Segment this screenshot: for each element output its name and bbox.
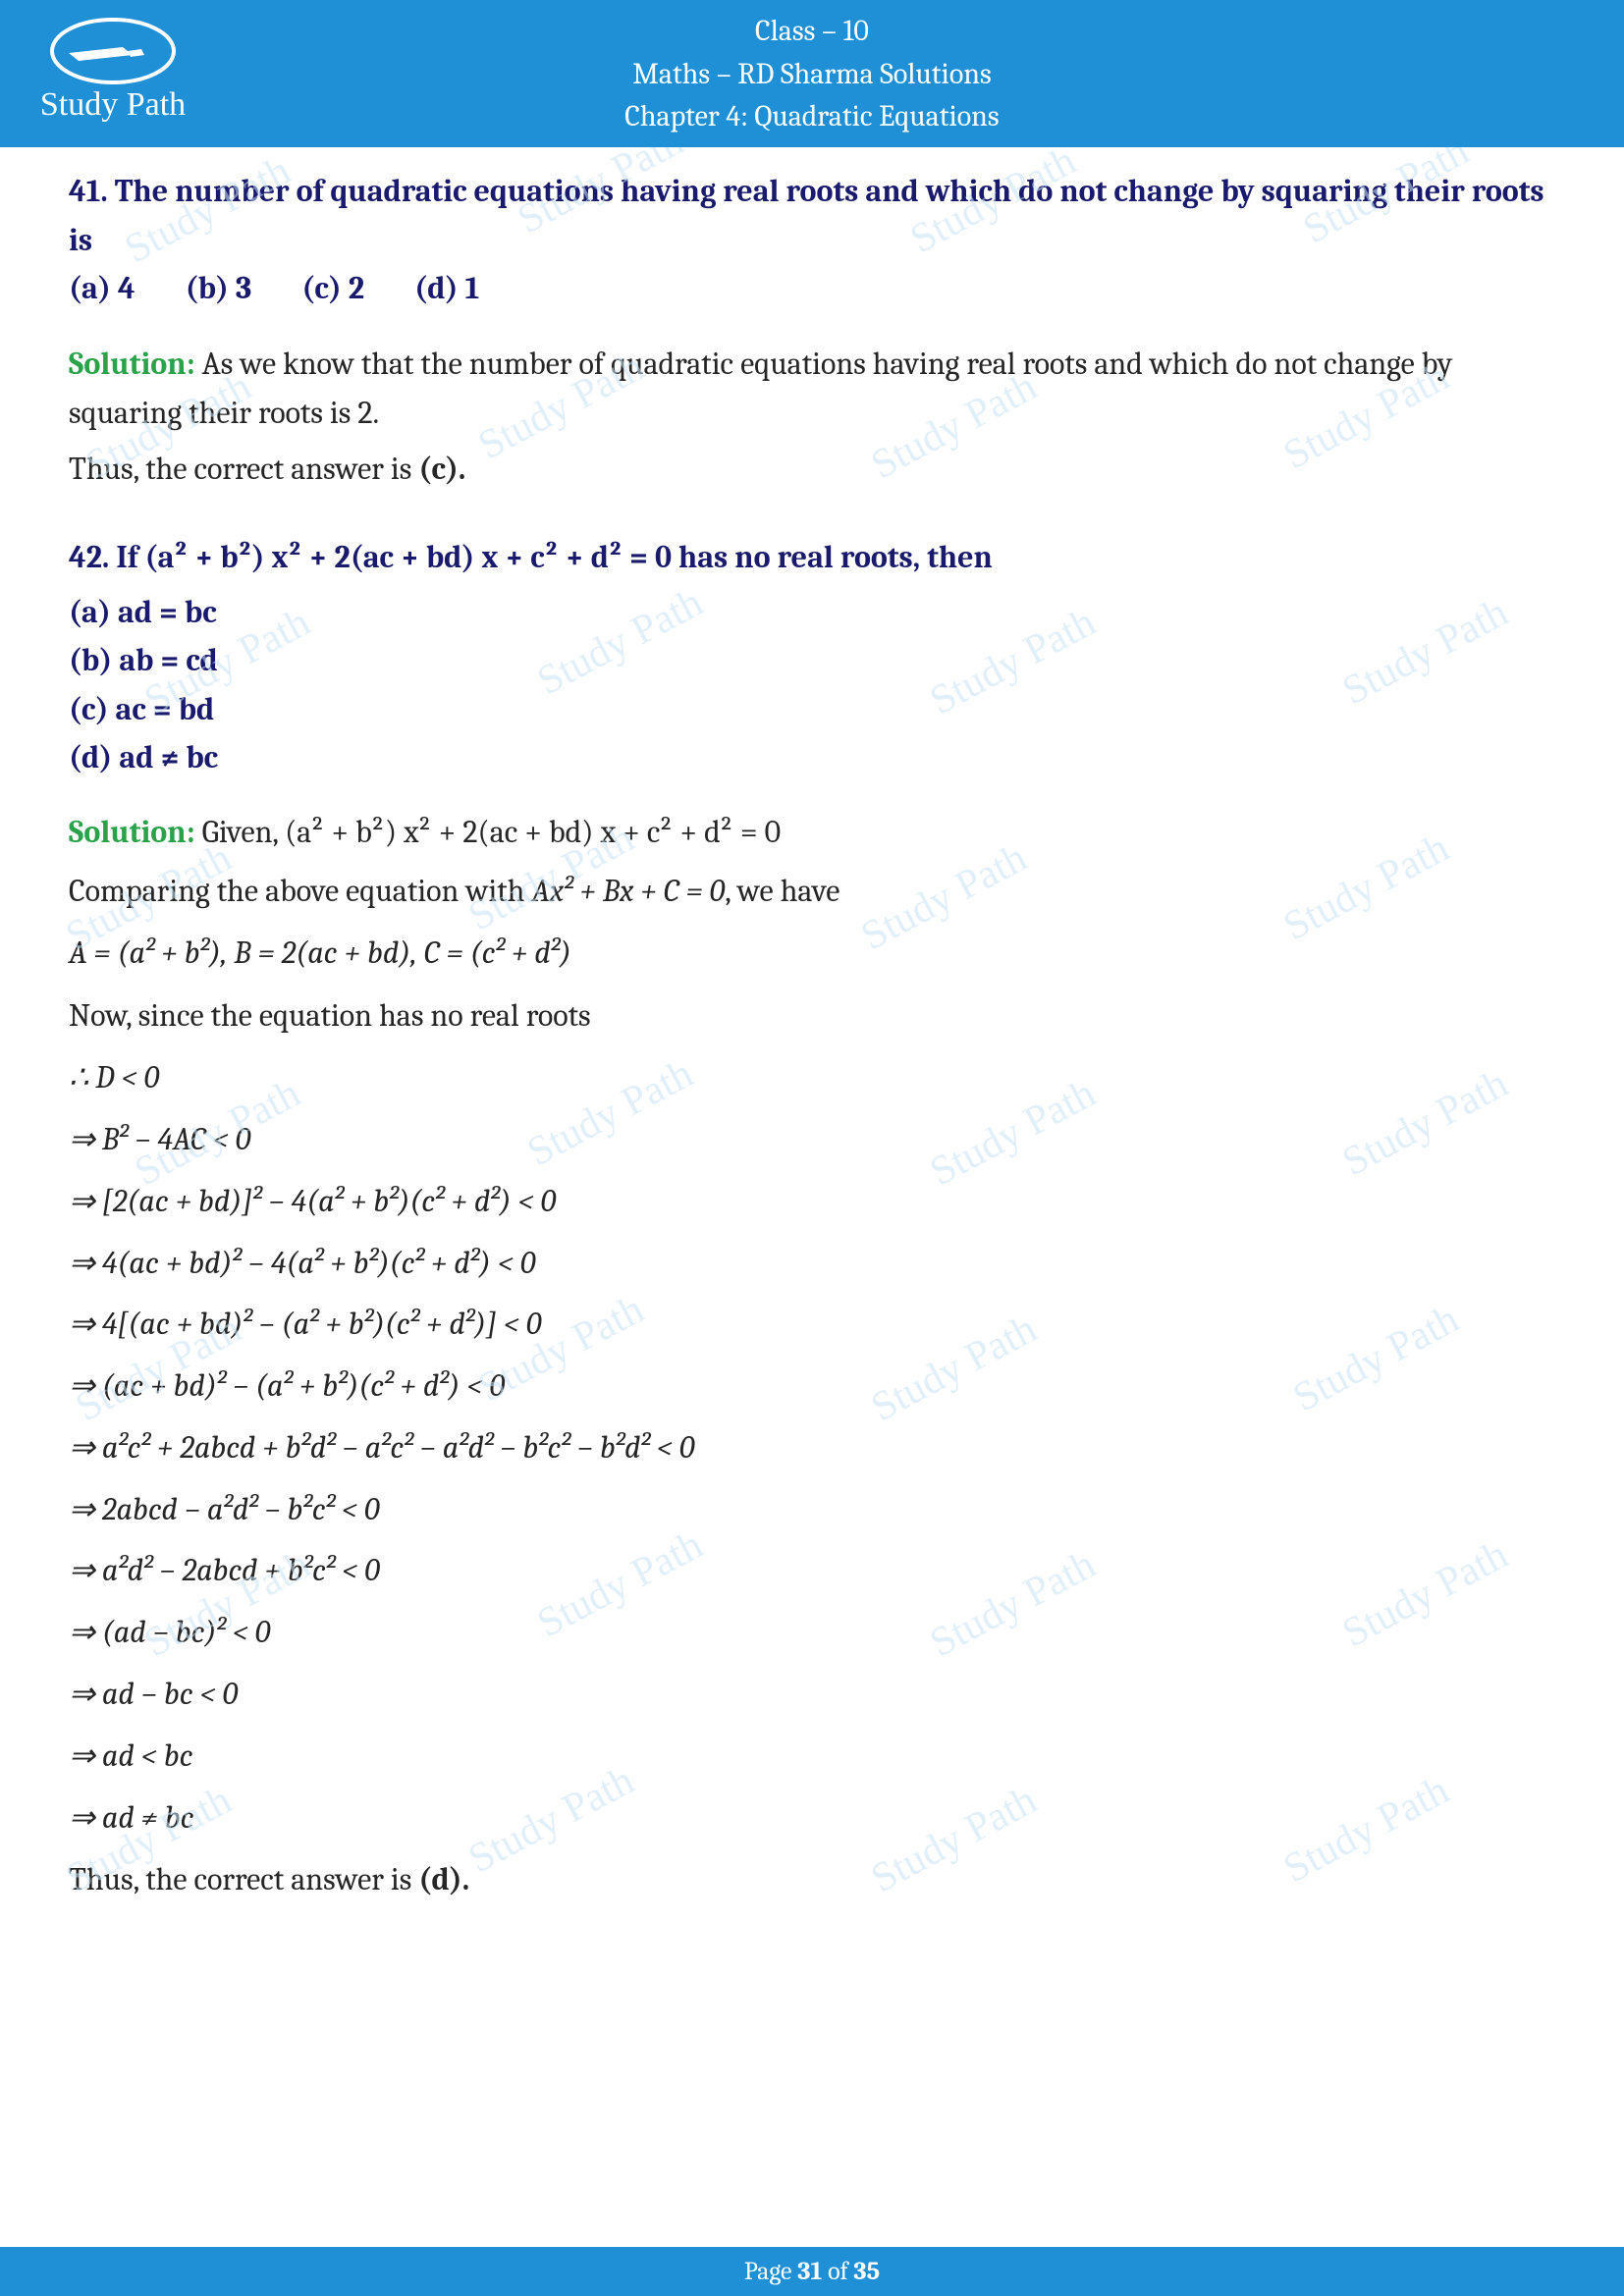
footer-total: 35 (853, 2257, 880, 2286)
q41-opt-b: (b) 3 (186, 270, 252, 306)
q42-ans-prefix: Thus, the correct answer is (69, 1861, 418, 1897)
q42-given-text: Given, (a² + b²) x² + 2(ac + bd) x + c² … (195, 814, 782, 850)
q42-steps: ∴ D < 0⇒ B² − 4AC < 0⇒ [2(ac + bd)]² − 4… (69, 1048, 1555, 1847)
page-header: Study Path Class – 10 Maths – RD Sharma … (0, 0, 1624, 147)
header-chapter: Chapter 4: Quadratic Equations (0, 95, 1624, 138)
q41-ans-prefix: Thus, the correct answer is (69, 451, 418, 487)
study-path-logo: Study Path (29, 12, 196, 130)
page-footer: Page 31 of 35 (0, 2247, 1624, 2296)
q41-options: (a) 4 (b) 3 (c) 2 (d) 1 (69, 270, 1555, 306)
q42-step-1: ⇒ B² − 4AC < 0 (69, 1110, 1555, 1170)
q42-ans-letter: (d). (418, 1861, 469, 1897)
q42-step-4: ⇒ 4[(ac + bd)² − (a² + b²)(c² + d²)] < 0 (69, 1295, 1555, 1355)
q41-opt-c: (c) 2 (301, 270, 364, 306)
q42-opt-a: (a) ad = bc (69, 588, 1555, 637)
q42-step-12: ⇒ ad ≠ bc (69, 1789, 1555, 1848)
q42-abc: A = (a² + b²), B = 2(ac + bd), C = (c² +… (69, 924, 1555, 984)
logo-text: Study Path (40, 86, 186, 123)
q42-step-10: ⇒ ad − bc < 0 (69, 1665, 1555, 1725)
q42-noroots: Now, since the equation has no real root… (69, 989, 1555, 1042)
q42-step-6: ⇒ a²c² + 2abcd + b²d² − a²c² − a²d² − b²… (69, 1418, 1555, 1478)
q42-compare: Comparing the above equation with Ax² + … (69, 865, 1555, 918)
q42-opt-b: (b) ab = cd (69, 636, 1555, 685)
q42-options: (a) ad = bc (b) ab = cd (c) ac = bd (d) … (69, 588, 1555, 782)
q41-solution-body: As we know that the number of quadratic … (69, 346, 1452, 431)
header-class: Class – 10 (0, 10, 1624, 53)
q42-question: 42. If (a² + b²) x² + 2(ac + bd) x + c² … (69, 533, 1555, 582)
q42-compare-tail: , we have (725, 873, 839, 909)
q42-step-9: ⇒ (ad − bc)² < 0 (69, 1603, 1555, 1663)
footer-current: 31 (797, 2257, 822, 2286)
q42-compare-prefix: Comparing the above equation with (69, 873, 531, 909)
solution-label: Solution: (69, 346, 195, 382)
header-subject: Maths – RD Sharma Solutions (0, 53, 1624, 96)
q41-opt-a: (a) 4 (69, 270, 135, 306)
q42-step-0: ∴ D < 0 (69, 1048, 1555, 1108)
page-content: Study PathStudy PathStudy PathStudy Path… (0, 147, 1624, 1907)
footer-mid: of (822, 2257, 853, 2286)
q42-step-5: ⇒ (ac + bd)² − (a² + b²)(c² + d²) < 0 (69, 1357, 1555, 1416)
q42-step-2: ⇒ [2(ac + bd)]² − 4(a² + b²)(c² + d²) < … (69, 1172, 1555, 1232)
q41-solution: Solution: As we know that the number of … (69, 340, 1555, 437)
q42-step-11: ⇒ ad < bc (69, 1727, 1555, 1787)
q42-step-7: ⇒ 2abcd − a²d² − b²c² < 0 (69, 1480, 1555, 1540)
q41-question: 41. The number of quadratic equations ha… (69, 167, 1555, 264)
q41-opt-d: (d) 1 (414, 270, 479, 306)
q42-opt-c: (c) ac = bd (69, 685, 1555, 734)
q41-answer: Thus, the correct answer is (c). (69, 445, 1555, 494)
q41-ans-letter: (c). (418, 451, 465, 487)
q42-answer: Thus, the correct answer is (d). (69, 1853, 1555, 1906)
solution-label: Solution: (69, 814, 195, 850)
q42-compare-eq: Ax² + Bx + C = 0 (531, 873, 725, 909)
q42-opt-d: (d) ad ≠ bc (69, 733, 1555, 782)
q42-given: Solution: Given, (a² + b²) x² + 2(ac + b… (69, 808, 1555, 857)
q42-step-8: ⇒ a²d² − 2abcd + b²c² < 0 (69, 1541, 1555, 1601)
footer-prefix: Page (744, 2257, 797, 2286)
q42-step-3: ⇒ 4(ac + bd)² − 4(a² + b²)(c² + d²) < 0 (69, 1234, 1555, 1294)
